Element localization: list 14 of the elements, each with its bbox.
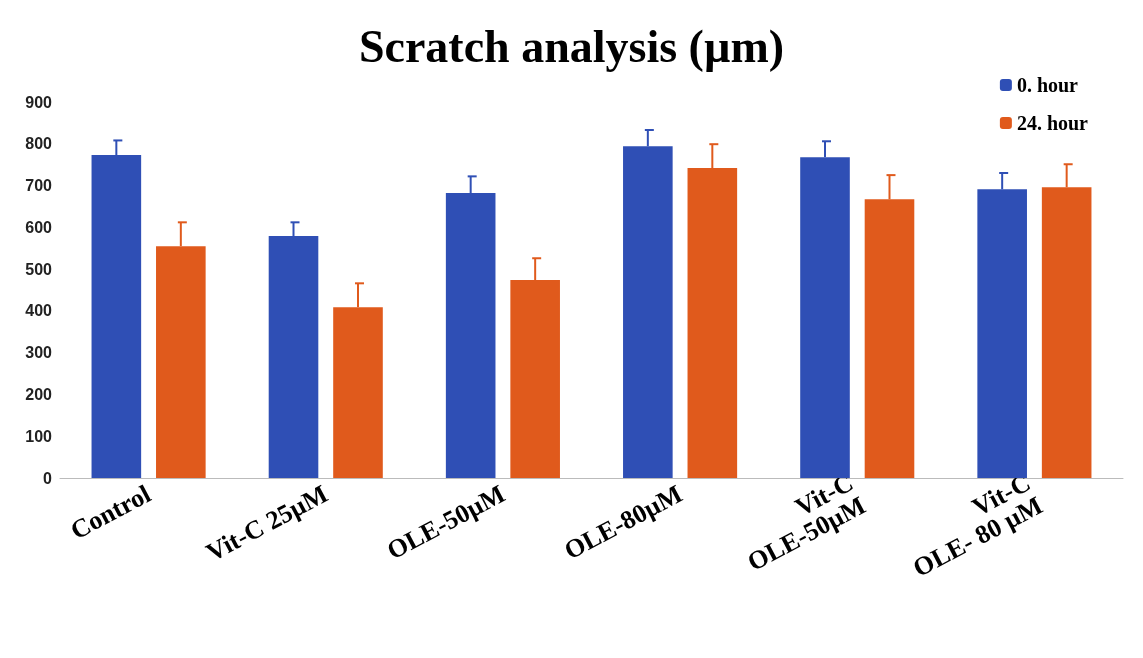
chart-title: Scratch analysis (µm) (358, 20, 785, 72)
y-tick-label: 500 (25, 260, 53, 278)
legend-label: 24. hour (1016, 112, 1089, 134)
x-tick-label: Vit-C OLE- 80 µM (908, 467, 1048, 583)
y-tick-label: 200 (25, 385, 53, 403)
y-tick-label: 400 (25, 302, 53, 320)
y-tick-label: 700 (25, 177, 53, 195)
y-tick-label: 900 (25, 93, 53, 111)
legend-label: 0. hour (1016, 74, 1079, 96)
y-tick-label: 0 (43, 469, 53, 487)
y-tick-label: 300 (25, 344, 53, 362)
y-tick-label: 800 (25, 135, 53, 153)
y-tick-label: 600 (25, 218, 53, 236)
y-tick-label: 100 (25, 427, 53, 445)
